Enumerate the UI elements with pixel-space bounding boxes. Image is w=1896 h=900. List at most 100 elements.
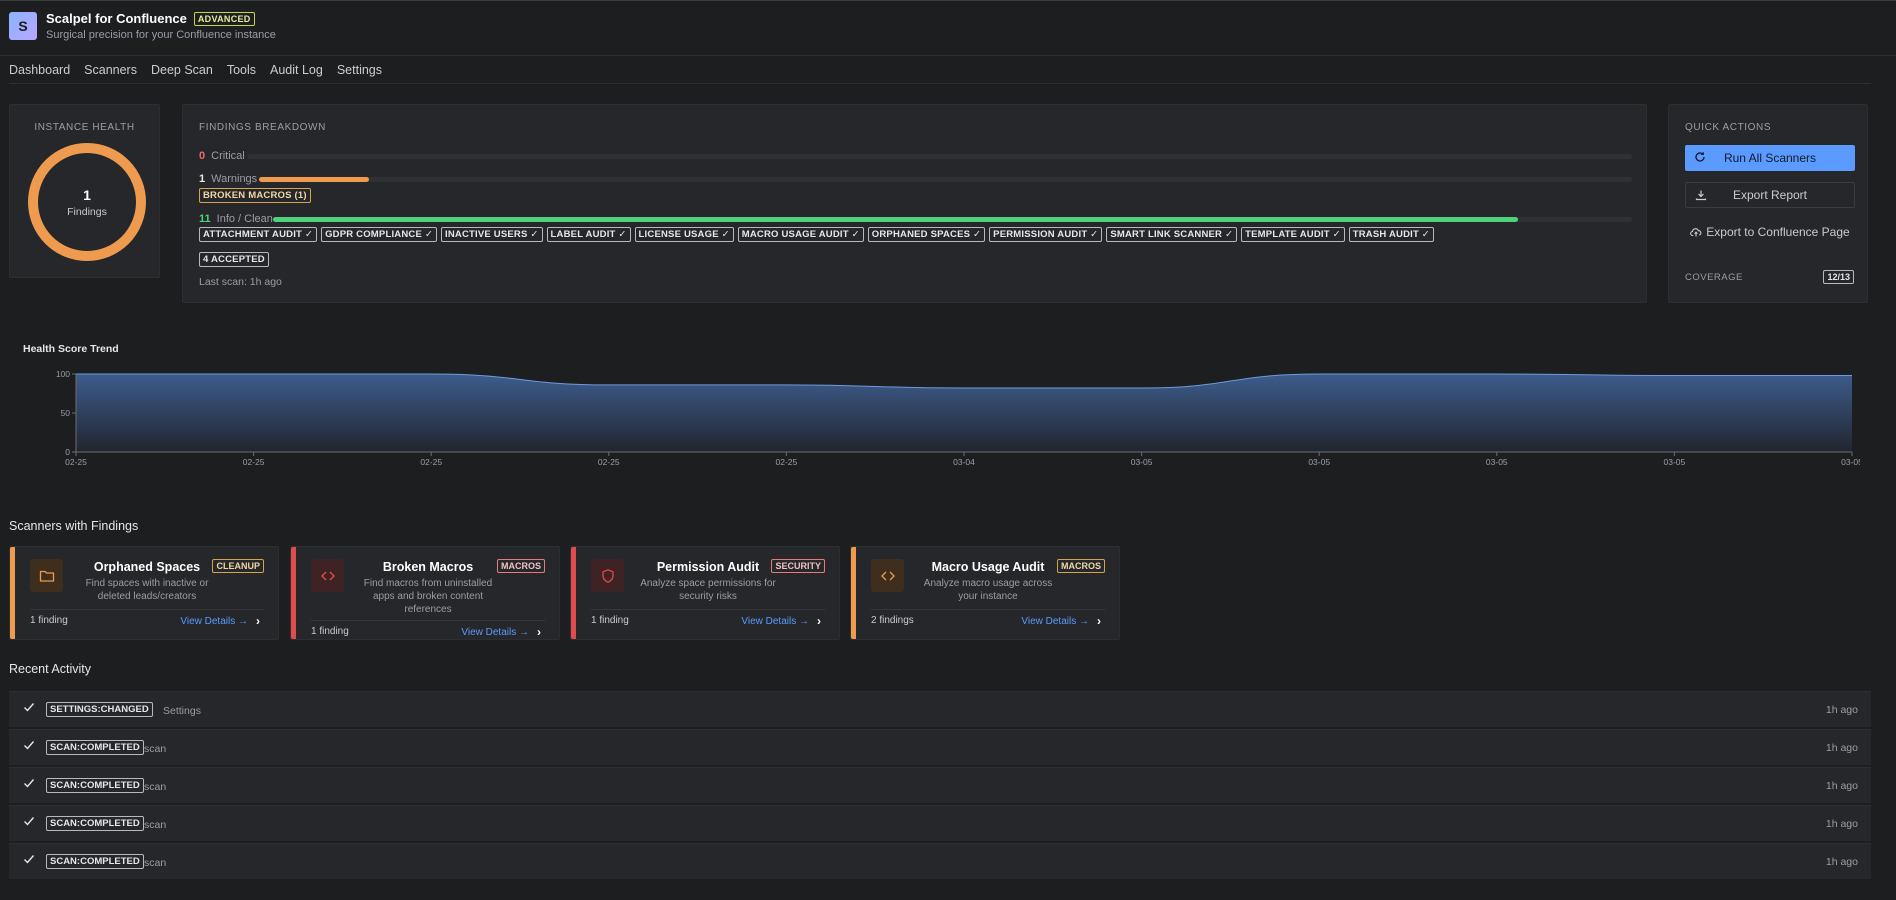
clean-chip-inactive-users[interactable]: INACTIVE USERS ✓ [441,227,543,242]
activity-time: 1h ago [1825,856,1858,868]
export-to-confluence-label: Export to Confluence Page [1706,225,1850,239]
accepted-chips: 4 ACCEPTED [199,252,269,267]
view-details-link[interactable]: View Details → › [461,625,541,639]
x-tick-label: 03-05 [1664,457,1686,467]
broken-macros-chip[interactable]: BROKEN MACROS (1) [199,188,311,203]
activity-row[interactable]: SCAN:COMPLETED scan 1h ago [9,729,1871,765]
view-details-label: View Details → [180,615,248,627]
shield-icon [601,568,614,583]
check-icon [24,779,35,788]
tabs-divider [9,83,1871,84]
scanner-card-orphaned-spaces[interactable]: Orphaned Spaces Find spaces with inactiv… [9,546,279,640]
clean-chip-license-usage[interactable]: LICENSE USAGE ✓ [634,227,734,242]
activity-row[interactable]: SCAN:COMPLETED scan 1h ago [9,843,1871,879]
scanner-name: Permission Audit [656,560,760,574]
top-border [0,0,1896,1]
scanner-icon-box [311,559,344,592]
scanner-tag: MACROS [1057,559,1105,573]
y-tick-label: 0 [65,447,70,457]
activity-time: 1h ago [1825,704,1858,716]
scanner-description: Analyze macro usage across your instance [923,578,1053,602]
clean-chip-gdpr-compliance[interactable]: GDPR COMPLIANCE ✓ [321,227,438,242]
folder-icon [39,570,54,582]
run-all-scanners-label: Run All Scanners [1723,151,1817,165]
title-block: Scalpel for Confluence ADVANCED Surgical… [46,11,276,41]
scanner-divider [871,609,1105,610]
x-tick-label: 03-05 [1486,457,1508,467]
scanner-accent-bar [291,547,296,639]
check-icon [24,817,35,826]
trend-area [76,374,1852,452]
app-subtitle: Surgical precision for your Confluence i… [46,29,276,41]
x-tick-label: 03-05 [1131,457,1153,467]
x-tick-label: 02-25 [598,457,620,467]
accepted-chip[interactable]: 4 ACCEPTED [199,252,269,267]
activity-row[interactable]: SETTINGS:CHANGED Settings 1h ago [9,691,1871,727]
health-ring: 1 Findings [28,143,146,261]
instance-health-label: INSTANCE HEALTH [34,122,135,133]
view-details-link[interactable]: View Details → › [1021,614,1101,628]
scanner-card-macro-usage-audit[interactable]: Macro Usage Audit Analyze macro usage ac… [850,546,1120,640]
x-tick-label: 02-25 [776,457,798,467]
tab-tools[interactable]: Tools [226,63,257,77]
scanner-divider [591,609,825,610]
scanner-card-permission-audit[interactable]: Permission Audit Analyze space permissio… [570,546,840,640]
scanner-icon-box [30,559,63,592]
scanner-tag: SECURITY [771,559,825,573]
cloud-upload-icon [1690,228,1702,237]
activity-target: scan [144,743,167,755]
activity-target: scan [144,819,167,831]
info-count: 11 [199,213,211,225]
warning-chips: BROKEN MACROS (1) [199,188,311,203]
tab-audit-log[interactable]: Audit Log [270,63,323,77]
view-details-link[interactable]: View Details → › [741,614,821,628]
clean-chip-attachment-audit[interactable]: ATTACHMENT AUDIT ✓ [199,227,318,242]
activity-row[interactable]: SCAN:COMPLETED scan 1h ago [9,805,1871,841]
clean-chip-label-audit[interactable]: LABEL AUDIT ✓ [546,227,631,242]
view-details-label: View Details → [461,626,529,638]
export-to-confluence-button[interactable]: Export to Confluence Page [1685,219,1855,245]
warnings-label: Warnings [211,173,258,185]
view-details-label: View Details → [741,615,809,627]
check-icon [24,741,35,750]
health-score-trend-chart: 0 50 100 02-25 02-25 02-25 02-25 02-25 03-04 03-0… [56,369,1860,467]
info-bar-fill [273,217,1518,222]
clean-chips: ATTACHMENT AUDIT ✓ GDPR COMPLIANCE ✓ INA… [199,227,1434,242]
clean-chip-permission-audit[interactable]: PERMISSION AUDIT ✓ [989,227,1103,242]
tab-scanners[interactable]: Scanners [84,63,137,77]
title-row: Scalpel for Confluence ADVANCED [46,11,276,26]
findings-breakdown-panel: FINDINGS BREAKDOWN 0 Critical 1 Warnings… [182,104,1647,303]
coverage-badge: 12/13 [1823,270,1854,284]
scanner-accent-bar [851,547,856,639]
scanner-card-broken-macros[interactable]: Broken Macros Find macros from uninstall… [290,546,560,640]
x-tick-label: 03-04 [953,457,975,467]
tab-dashboard[interactable]: Dashboard [9,63,71,77]
app-logo: S [9,12,37,40]
scanner-finding-count: 1 finding [311,626,349,637]
export-report-button[interactable]: Export Report [1685,182,1855,208]
view-details-link[interactable]: View Details → › [180,614,260,628]
activity-event-type: SCAN:COMPLETED [46,816,144,831]
activity-row[interactable]: SCAN:COMPLETED scan 1h ago [9,767,1871,803]
clean-chip-template-audit[interactable]: TEMPLATE AUDIT ✓ [1241,227,1345,242]
clean-chip-trash-audit[interactable]: TRASH AUDIT ✓ [1348,227,1434,242]
tab-settings[interactable]: Settings [336,63,383,77]
scanner-icon-box [871,559,904,592]
last-scan-text: Last scan: 1h ago [199,276,282,288]
view-details-label: View Details → [1021,615,1089,627]
critical-label: Critical [211,150,245,162]
scanner-tag: CLEANUP [212,559,264,573]
clean-chip-orphaned-spaces[interactable]: ORPHANED SPACES ✓ [867,227,986,242]
clean-chip-smart-link-scanner[interactable]: SMART LINK SCANNER ✓ [1106,227,1238,242]
chevron-right-icon: › [817,614,821,628]
scanner-description: Find macros from uninstalled apps and br… [363,578,493,615]
check-icon [24,855,35,864]
y-tick-label: 50 [61,408,71,418]
scanner-accent-bar [571,547,576,639]
activity-target: Settings [163,705,201,717]
clean-chip-macro-usage-audit[interactable]: MACRO USAGE AUDIT ✓ [737,227,864,242]
tab-deep-scan[interactable]: Deep Scan [150,63,213,77]
run-all-scanners-button[interactable]: Run All Scanners [1685,145,1855,171]
quick-actions-panel: QUICK ACTIONS Run All Scanners Export Re… [1668,104,1868,303]
scanner-finding-count: 1 finding [30,615,68,626]
